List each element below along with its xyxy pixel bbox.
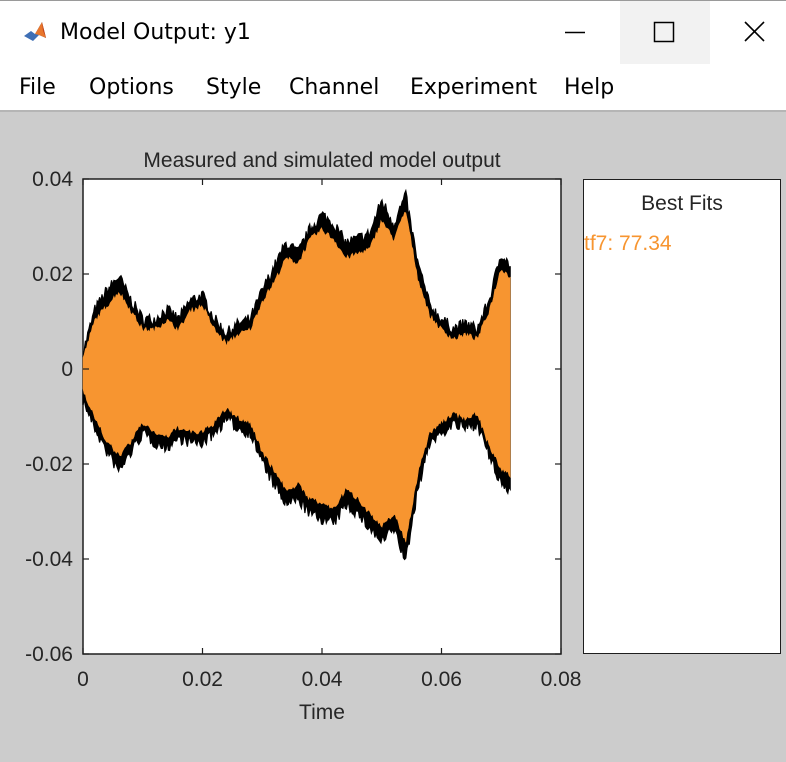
y-tick-label: 0.02 — [32, 263, 73, 286]
x-tick-label: 0.08 — [541, 668, 582, 691]
title-bar: Model Output: y1 — [0, 0, 786, 65]
maximize-button[interactable] — [620, 1, 710, 65]
menu-bar: File Options Style Channel Experiment He… — [0, 64, 786, 112]
x-tick-label: 0.02 — [182, 668, 223, 691]
minimize-button[interactable] — [530, 1, 620, 65]
matlab-icon — [22, 19, 48, 45]
best-fits-title: Best Fits — [641, 192, 723, 215]
x-tick-label: 0.06 — [421, 668, 462, 691]
simulated-output-series-tf7 — [82, 212, 511, 543]
minimize-icon — [565, 31, 585, 34]
window-title: Model Output: y1 — [60, 20, 251, 45]
y-tick-label: -0.02 — [25, 453, 73, 476]
y-tick-label: -0.04 — [25, 548, 73, 571]
x-axis: 0 0.02 0.04 0.06 0.08 — [77, 179, 581, 691]
x-axis-label: Time — [299, 701, 345, 724]
maximize-icon — [653, 21, 675, 43]
x-tick-label: 0 — [77, 668, 89, 691]
menu-channel[interactable]: Channel — [289, 75, 380, 100]
y-tick-label: -0.06 — [25, 643, 73, 666]
chart-title: Measured and simulated model output — [143, 149, 500, 172]
close-icon — [744, 21, 765, 42]
figure-area: Measured and simulated model output 0.04… — [0, 112, 786, 762]
best-fits-panel[interactable]: Best Fits tf7: 77.34 — [583, 179, 781, 654]
x-tick-label: 0.04 — [302, 668, 343, 691]
y-axis: 0.04 0.02 0 -0.02 -0.04 -0.06 — [25, 168, 561, 666]
menu-style[interactable]: Style — [206, 75, 262, 100]
y-tick-label: 0.04 — [32, 168, 73, 191]
menu-help[interactable]: Help — [564, 75, 615, 100]
y-tick-label: 0 — [61, 358, 73, 381]
signal-layer — [82, 188, 511, 561]
menu-file[interactable]: File — [19, 75, 56, 100]
close-button[interactable] — [710, 1, 786, 65]
menu-experiment[interactable]: Experiment — [410, 75, 538, 100]
menu-options[interactable]: Options — [89, 75, 174, 100]
model-output-plot[interactable]: Measured and simulated model output 0.04… — [0, 112, 786, 762]
best-fit-entry-tf7[interactable]: tf7: 77.34 — [584, 232, 672, 255]
